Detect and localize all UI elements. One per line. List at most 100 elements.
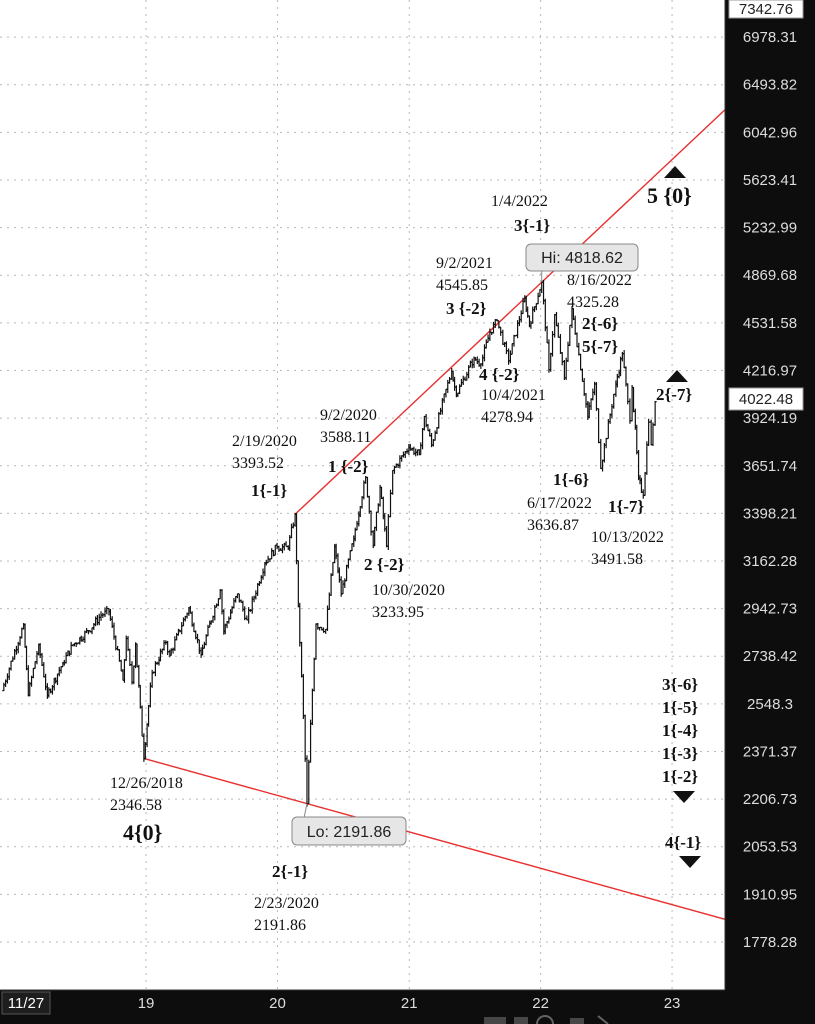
wave-label-4-0: 4{0} [123, 820, 162, 845]
wave-label-2-6-5-7: 2{-6} [582, 314, 618, 333]
price-tick-label: 6493.82 [743, 77, 797, 94]
time-tick-label: 22 [532, 995, 549, 1012]
price-tick-label: 2738.42 [743, 648, 797, 665]
annotations: 12/26/2018 2346.58 4{0} 2/19/2020 3393.52 1{-… [110, 183, 701, 934]
annotation-6-17-2022: 3636.87 [527, 517, 579, 534]
price-axis: 6978.31 6493.82 6042.96 5623.41 5232.99 4869.… [743, 29, 797, 951]
wave-label-2-minus1: 2{-1} [272, 862, 308, 881]
price-tick-label: 4216.97 [743, 362, 797, 379]
wave-label-stack: 3{-6} [662, 675, 698, 694]
wave-label-stack: 1{-3} [662, 744, 698, 763]
annotation-12-26-2018: 12/26/2018 [110, 775, 183, 792]
zoom-icon[interactable] [536, 1015, 554, 1024]
price-tick-label: 2371.37 [743, 744, 797, 761]
lo-callout-leader [303, 803, 308, 819]
time-axis-panel[interactable] [0, 990, 725, 1024]
price-tick-label: 5623.41 [743, 172, 797, 189]
price-tick-label: 4531.58 [743, 315, 797, 332]
price-tick-label: 2548.3 [747, 696, 793, 713]
trendlines [143, 109, 726, 920]
wave-label-stack: 1{-2} [662, 767, 698, 786]
price-tick-label: 4869.68 [743, 267, 797, 284]
annotation-10-30-2020: 10/30/2020 [372, 582, 445, 599]
price-tick-label: 6042.96 [743, 124, 797, 141]
down-triangle-icon [673, 791, 695, 803]
time-tick-label: 23 [664, 995, 681, 1012]
wave-label-stack: 1{-4} [662, 721, 698, 740]
up-triangle-icon [666, 370, 688, 382]
top-price-tag: 7342.76 [728, 0, 804, 19]
annotation-2-19-2020: 3393.52 [232, 455, 284, 472]
annotation-6-17-2022: 6/17/2022 [527, 495, 592, 512]
wave-label-4-minus1: 4{-1} [665, 833, 701, 852]
lo-callout-box [291, 816, 407, 846]
price-tick-label: 1910.95 [743, 886, 797, 903]
hi-callout-box [525, 243, 639, 272]
time-axis: 19 20 21 22 23 [138, 995, 681, 1012]
wave-label-3-minus2: 3 {-2} [446, 299, 487, 318]
top-price-tag-label: 7342.76 [739, 1, 793, 18]
direction-markers [664, 166, 701, 868]
price-tick-label: 6978.31 [743, 29, 797, 46]
annotation-9-2-2020: 9/2/2020 [320, 407, 377, 424]
trendline-lower[interactable] [143, 757, 726, 920]
price-tick-label: 1778.28 [743, 934, 797, 951]
price-axis-panel[interactable] [725, 0, 815, 1024]
price-series [2, 280, 657, 807]
wave-label-3-minus1: 3{-1} [514, 216, 550, 235]
down-triangle-icon [679, 856, 701, 868]
last-price-tag: 4022.48 [728, 387, 804, 411]
wave-label-2-6-5-7: 5{-7} [582, 337, 618, 356]
wave-label-4-minus2: 4 {-2} [479, 365, 520, 384]
start-date-tag: 11/27 [1, 991, 51, 1015]
wave-label-2-minus2: 2 {-2} [364, 555, 405, 574]
price-tick-label: 3924.19 [743, 410, 797, 427]
annotation-10-13-2022: 10/13/2022 [591, 529, 664, 546]
last-price-label: 4022.48 [739, 391, 793, 408]
wave-label-1-minus2: 1 {-2} [328, 457, 369, 476]
annotation-10-13-2022: 3491.58 [591, 551, 643, 568]
trendline-upper[interactable] [294, 109, 726, 515]
annotation-10-4-2021: 10/4/2021 [481, 387, 546, 404]
price-tick-label: 5232.99 [743, 220, 797, 237]
annotation-2-23-2020: 2/23/2020 [254, 895, 319, 912]
annotation-10-30-2020: 3233.95 [372, 604, 424, 621]
toolbar-button-icon[interactable] [570, 1018, 584, 1024]
up-triangle-icon [664, 166, 686, 178]
grid [0, 0, 725, 990]
annotation-9-2-2021: 4545.85 [436, 277, 488, 294]
annotation-10-4-2021: 4278.94 [481, 409, 533, 426]
price-tick-label: 2206.73 [743, 791, 797, 808]
wave-label-5-0: 5 {0} [647, 183, 692, 208]
time-tick-label: 20 [269, 995, 286, 1012]
draw-tool-icon[interactable] [597, 1015, 609, 1024]
lo-callout-label: Lo: 2191.86 [307, 824, 392, 841]
annotation-2-23-2020: 2191.86 [254, 917, 306, 934]
wave-label-2-minus7: 2{-7} [656, 385, 692, 404]
start-date-label: 11/27 [8, 995, 44, 1012]
toolbar-button-icon[interactable] [484, 1017, 506, 1024]
annotation-9-2-2021: 9/2/2021 [436, 255, 493, 272]
annotation-8-16-2022: 8/16/2022 [567, 272, 632, 289]
annotation-1-4-2022: 1/4/2022 [491, 193, 548, 210]
wave-label-1-minus6: 1{-6} [553, 470, 589, 489]
price-tick-label: 2053.53 [743, 839, 797, 856]
hi-callout-label: Hi: 4818.62 [541, 250, 623, 267]
annotation-12-26-2018: 2346.58 [110, 797, 162, 814]
price-tick-label: 3398.21 [743, 505, 797, 522]
bottom-toolbar [484, 1015, 609, 1024]
time-tick-label: 21 [401, 995, 418, 1012]
annotation-9-2-2020: 3588.11 [320, 429, 371, 446]
wave-label-stack: 1{-5} [662, 698, 698, 717]
toolbar-button-icon[interactable] [514, 1017, 528, 1024]
time-tick-label: 19 [138, 995, 155, 1012]
callouts: Hi: 4818.62 Lo: 2191.86 [291, 243, 639, 846]
annotation-8-16-2022: 4325.28 [567, 294, 619, 311]
annotation-2-19-2020: 2/19/2020 [232, 433, 297, 450]
price-tick-label: 3162.28 [743, 553, 797, 570]
price-tick-label: 3651.74 [743, 458, 797, 475]
wave-label-1-minus7: 1{-7} [608, 497, 644, 516]
wave-label-1-minus1: 1{-1} [251, 481, 287, 500]
price-tick-label: 2942.73 [743, 601, 797, 618]
